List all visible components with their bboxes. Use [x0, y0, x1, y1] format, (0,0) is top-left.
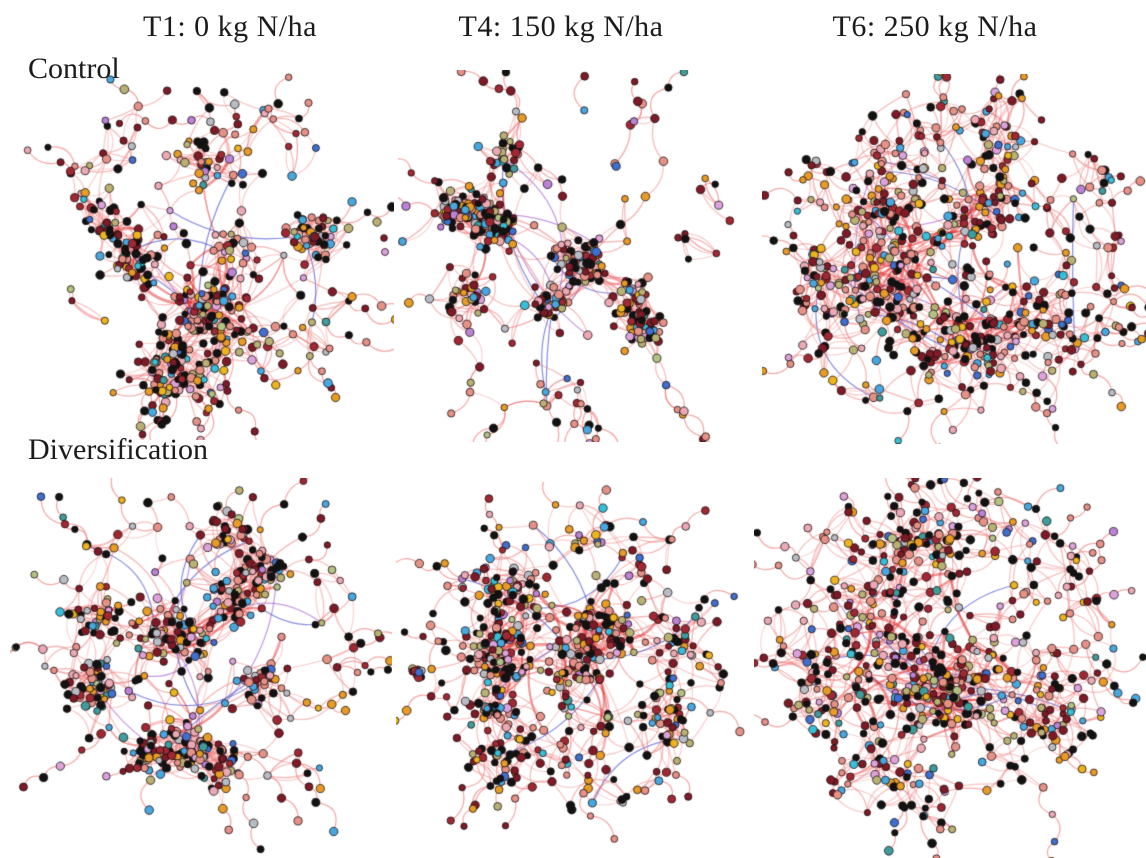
column-header-t6: T6: 250 kg N/ha [832, 10, 1038, 43]
network-panel-diversification-t1 [10, 478, 392, 858]
network-panel-control-t1 [12, 68, 394, 440]
column-header-t4: T4: 150 kg N/ha [458, 10, 664, 43]
column-header-t1: T1: 0 kg N/ha [143, 10, 317, 43]
network-panel-control-t4 [398, 70, 764, 442]
network-panel-diversification-t6 [754, 478, 1146, 858]
network-panel-control-t6 [762, 74, 1146, 444]
network-panel-diversification-t4 [396, 482, 764, 856]
